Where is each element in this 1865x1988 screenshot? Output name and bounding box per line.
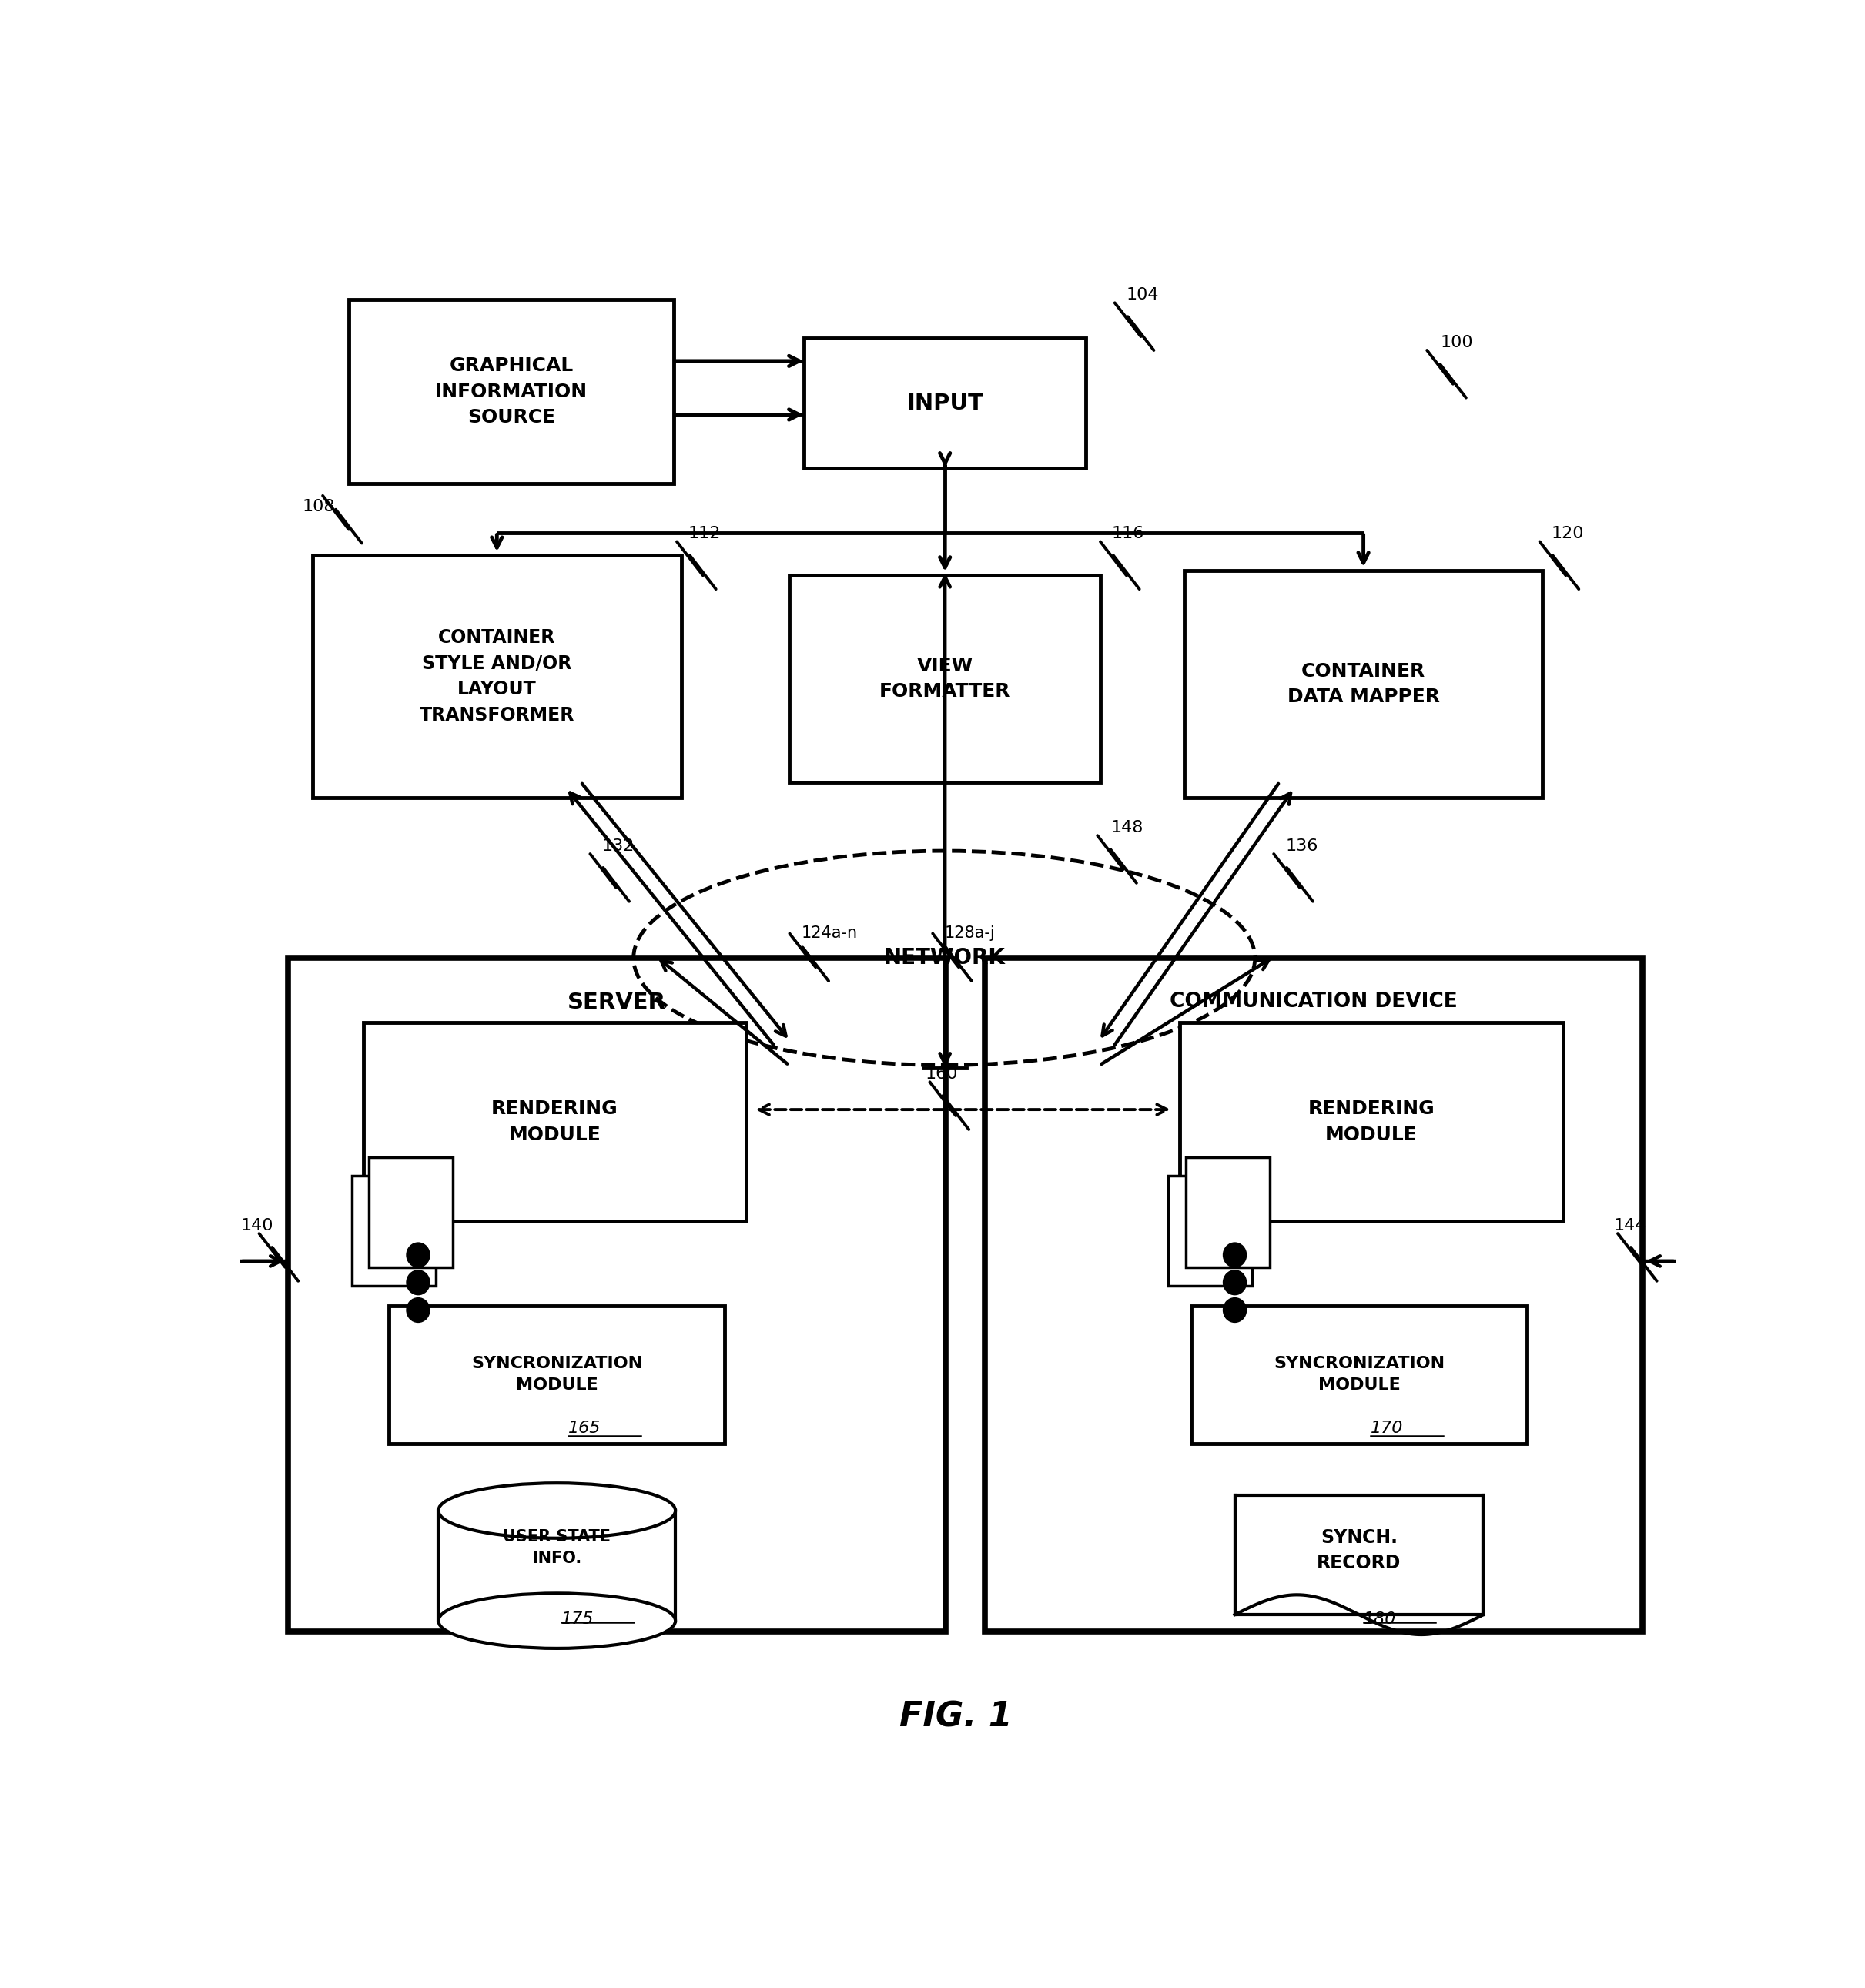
Circle shape	[407, 1270, 429, 1294]
Circle shape	[407, 1242, 429, 1266]
Text: NETWORK: NETWORK	[884, 946, 1005, 968]
Text: 128a-j: 128a-j	[944, 926, 994, 940]
Bar	[390, 1306, 724, 1443]
Text: 144: 144	[1613, 1219, 1647, 1233]
Text: 108: 108	[302, 499, 336, 515]
Text: 160: 160	[925, 1068, 959, 1081]
Text: RENDERING
MODULE: RENDERING MODULE	[490, 1099, 617, 1143]
Text: COMMUNICATION DEVICE: COMMUNICATION DEVICE	[1169, 992, 1457, 1012]
Text: 165: 165	[569, 1419, 601, 1435]
Circle shape	[407, 1298, 429, 1322]
Text: 136: 136	[1285, 839, 1319, 855]
Bar	[1186, 1157, 1270, 1266]
Text: 180: 180	[1363, 1612, 1397, 1626]
Text: INPUT: INPUT	[906, 392, 983, 414]
Circle shape	[1223, 1270, 1246, 1294]
Ellipse shape	[438, 1592, 675, 1648]
Text: SYNCRONIZATION
MODULE: SYNCRONIZATION MODULE	[1274, 1356, 1445, 1394]
Bar	[352, 1175, 436, 1286]
Bar	[369, 1157, 453, 1266]
Text: SYNCH.
RECORD: SYNCH. RECORD	[1317, 1529, 1401, 1573]
Bar	[985, 958, 1643, 1632]
Bar	[789, 575, 1100, 781]
Text: 132: 132	[602, 839, 634, 855]
Text: 120: 120	[1552, 527, 1583, 541]
Text: 116: 116	[1112, 527, 1145, 541]
Text: VIEW
FORMATTER: VIEW FORMATTER	[878, 656, 1011, 702]
Text: FIG. 1: FIG. 1	[899, 1700, 1013, 1734]
Text: 112: 112	[688, 527, 722, 541]
Bar	[313, 555, 681, 797]
Bar	[349, 300, 673, 483]
Text: 104: 104	[1126, 288, 1158, 302]
Bar	[438, 1511, 675, 1620]
Text: USER STATE
INFO.: USER STATE INFO.	[504, 1529, 612, 1567]
Text: 148: 148	[1110, 821, 1143, 835]
Text: CONTAINER
STYLE AND/OR
LAYOUT
TRANSFORMER: CONTAINER STYLE AND/OR LAYOUT TRANSFORME…	[420, 628, 574, 724]
Text: 124a-n: 124a-n	[802, 926, 858, 940]
Circle shape	[1223, 1298, 1246, 1322]
Bar	[364, 1022, 746, 1221]
Text: SYNCRONIZATION
MODULE: SYNCRONIZATION MODULE	[472, 1356, 642, 1394]
Text: 100: 100	[1440, 334, 1473, 350]
Bar	[287, 958, 946, 1632]
Text: SERVER: SERVER	[567, 992, 666, 1014]
Text: CONTAINER
DATA MAPPER: CONTAINER DATA MAPPER	[1287, 662, 1440, 706]
Text: 140: 140	[241, 1219, 272, 1233]
Text: 175: 175	[561, 1612, 593, 1626]
Circle shape	[1223, 1242, 1246, 1266]
Bar	[1235, 1495, 1483, 1614]
Bar	[1184, 571, 1542, 797]
Text: GRAPHICAL
INFORMATION
SOURCE: GRAPHICAL INFORMATION SOURCE	[435, 356, 587, 427]
Ellipse shape	[438, 1483, 675, 1539]
Bar	[1192, 1306, 1527, 1443]
Bar	[804, 338, 1085, 469]
Text: 170: 170	[1371, 1419, 1402, 1435]
Bar	[1167, 1175, 1251, 1286]
Bar	[1181, 1022, 1563, 1221]
Text: RENDERING
MODULE: RENDERING MODULE	[1307, 1099, 1434, 1143]
